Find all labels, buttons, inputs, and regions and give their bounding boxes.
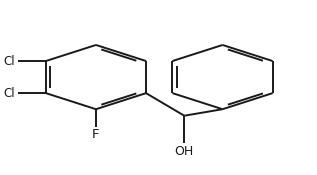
Text: Cl: Cl	[3, 87, 15, 100]
Text: OH: OH	[175, 145, 194, 158]
Text: Cl: Cl	[3, 55, 15, 68]
Text: F: F	[92, 128, 100, 141]
